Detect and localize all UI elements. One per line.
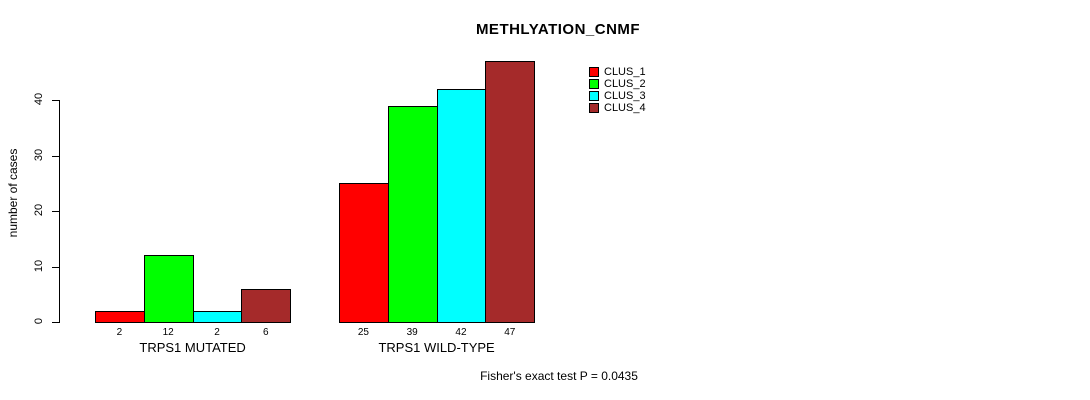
legend: CLUS_1 CLUS_2 CLUS_3 CLUS_4 [589, 66, 646, 114]
y-axis-tick [52, 266, 59, 268]
legend-item-clus_3: CLUS_3 [589, 90, 646, 102]
y-axis-tick [52, 322, 59, 323]
bar-clus_2-trps1-wild-type [387, 105, 438, 323]
y-axis-tick [52, 155, 59, 157]
bar-clus_1-trps1-mutated [95, 310, 145, 323]
legend-label: CLUS_3 [604, 90, 646, 102]
bar-clus_3-trps1-mutated [192, 310, 243, 323]
bar-value-label: 2 [116, 327, 123, 338]
y-axis-tick-label: 30 [33, 148, 45, 161]
legend-item-clus_2: CLUS_2 [589, 78, 646, 90]
y-axis-tick-label: 0 [33, 317, 45, 325]
bar-clus_3-trps1-wild-type [436, 88, 487, 323]
y-axis-tick-label: 20 [33, 203, 45, 217]
bar-value-label: 6 [263, 327, 269, 338]
legend-label: CLUS_4 [604, 102, 646, 114]
y-axis-tick-label: 10 [33, 259, 45, 272]
bar-clus_1-trps1-wild-type [339, 183, 389, 323]
bar-value-label: 2 [214, 327, 220, 338]
bar-value-label: 25 [357, 327, 369, 338]
legend-item-clus_1: CLUS_1 [589, 66, 646, 78]
legend-swatch-icon [589, 103, 599, 113]
legend-swatch-icon [589, 79, 599, 89]
x-axis-group-label: TRPS1 WILD-TYPE [378, 340, 495, 355]
bar-value-label: 39 [406, 327, 418, 338]
y-axis-tick-label: 40 [33, 92, 45, 106]
legend-swatch-icon [589, 67, 599, 77]
bar-value-label: 47 [504, 327, 516, 338]
chart-title: METHLYATION_CNMF [475, 21, 641, 38]
bar-value-label: 42 [455, 327, 467, 338]
legend-item-clus_4: CLUS_4 [589, 102, 646, 114]
y-axis-tick [52, 100, 59, 101]
bar-value-label: 12 [162, 327, 174, 338]
x-axis-group-label: TRPS1 MUTATED [139, 340, 246, 355]
y-axis-title: number of cases [6, 148, 20, 238]
bar-clus_4-trps1-wild-type [485, 61, 536, 323]
legend-swatch-icon [589, 91, 599, 101]
legend-label: CLUS_1 [604, 66, 646, 78]
y-axis-tick [52, 211, 59, 212]
y-axis-line [59, 100, 60, 323]
legend-label: CLUS_2 [604, 78, 646, 90]
bar-clus_2-trps1-mutated [143, 255, 194, 323]
footer-stat: Fisher's exact test P = 0.0435 [480, 369, 638, 383]
bar-clus_4-trps1-mutated [241, 288, 292, 323]
